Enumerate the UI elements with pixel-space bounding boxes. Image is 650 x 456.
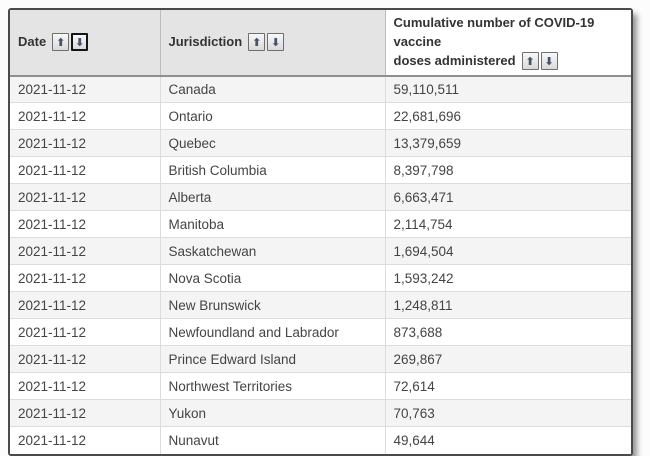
doses-sort-ascending-button[interactable]: ⬆ <box>521 52 539 71</box>
table-row: 2021-11-12 Nova Scotia 1,593,242 <box>10 264 631 293</box>
doses-cell: 72,614 <box>385 372 631 401</box>
table-row: 2021-11-12 Yukon 70,763 <box>10 399 631 428</box>
doses-cell: 269,867 <box>385 345 631 374</box>
date-cell: 2021-11-12 <box>10 156 161 185</box>
date-sort-controls: ⬆ ⬇ <box>52 33 89 52</box>
jurisdiction-cell: Prince Edward Island <box>160 345 386 374</box>
header-row: Date ⬆ ⬇ Jurisdiction ⬆ ⬇ Cumulative number … <box>10 10 631 77</box>
column-header-doses: Cumulative number of COVID-19 vaccine do… <box>385 10 631 77</box>
jurisdiction-cell: Nunavut <box>160 426 386 454</box>
arrow-down-icon: ⬇ <box>271 35 281 49</box>
doses-cell: 2,114,754 <box>385 210 631 239</box>
column-header-doses-label-line1: Cumulative number of COVID-19 vaccine <box>393 15 595 49</box>
covid-vaccine-doses-table-card: Date ⬆ ⬇ Jurisdiction ⬆ ⬇ Cumulative number … <box>8 8 633 456</box>
table-row: 2021-11-12 Northwest Territories 72,614 <box>10 372 631 401</box>
jurisdiction-cell: Nova Scotia <box>160 264 386 293</box>
arrow-down-icon: ⬇ <box>544 54 554 68</box>
date-cell: 2021-11-12 <box>10 264 161 293</box>
date-cell: 2021-11-12 <box>10 318 161 347</box>
covid-vaccine-doses-table: Date ⬆ ⬇ Jurisdiction ⬆ ⬇ Cumulative number … <box>10 10 631 454</box>
date-cell: 2021-11-12 <box>10 291 161 320</box>
table-row: 2021-11-12 New Brunswick 1,248,811 <box>10 291 631 320</box>
doses-cell: 1,593,242 <box>385 264 631 293</box>
doses-sort-controls: ⬆ ⬇ <box>521 52 558 71</box>
jurisdiction-cell: Saskatchewan <box>160 237 386 266</box>
table-row: 2021-11-12 Prince Edward Island 269,867 <box>10 345 631 374</box>
jurisdiction-sort-ascending-button[interactable]: ⬆ <box>248 33 266 52</box>
arrow-up-icon: ⬆ <box>56 35 66 49</box>
table-row: 2021-11-12 Canada 59,110,511 <box>10 75 631 104</box>
doses-cell: 1,694,504 <box>385 237 631 266</box>
doses-cell: 13,379,659 <box>385 129 631 158</box>
jurisdiction-cell: Northwest Territories <box>160 372 386 401</box>
doses-sort-descending-button[interactable]: ⬇ <box>540 52 558 71</box>
date-sort-ascending-button[interactable]: ⬆ <box>52 33 70 52</box>
table-row: 2021-11-12 Nunavut 49,644 <box>10 426 631 454</box>
date-cell: 2021-11-12 <box>10 129 161 158</box>
jurisdiction-cell: Alberta <box>160 183 386 212</box>
date-cell: 2021-11-12 <box>10 210 161 239</box>
table-row: 2021-11-12 Manitoba 2,114,754 <box>10 210 631 239</box>
table-row: 2021-11-12 Quebec 13,379,659 <box>10 129 631 158</box>
doses-cell: 59,110,511 <box>385 75 631 104</box>
jurisdiction-cell: New Brunswick <box>160 291 386 320</box>
jurisdiction-cell: Ontario <box>160 102 386 131</box>
table-row: 2021-11-12 Alberta 6,663,471 <box>10 183 631 212</box>
jurisdiction-cell: Yukon <box>160 399 386 428</box>
doses-cell: 873,688 <box>385 318 631 347</box>
jurisdiction-cell: Canada <box>160 75 386 104</box>
doses-cell: 22,681,696 <box>385 102 631 131</box>
column-header-jurisdiction-label: Jurisdiction <box>168 33 243 49</box>
jurisdiction-cell: British Columbia <box>160 156 386 185</box>
table-row: 2021-11-12 Saskatchewan 1,694,504 <box>10 237 631 266</box>
column-header-doses-label-line2: doses administered <box>393 52 516 68</box>
jurisdiction-cell: Quebec <box>160 129 386 158</box>
date-cell: 2021-11-12 <box>10 183 161 212</box>
jurisdiction-sort-descending-button[interactable]: ⬇ <box>267 33 285 52</box>
doses-cell: 6,663,471 <box>385 183 631 212</box>
doses-cell: 49,644 <box>393 432 435 448</box>
jurisdiction-cell: Newfoundland and Labrador <box>160 318 386 347</box>
date-sort-descending-button[interactable]: ⬇ <box>71 33 89 52</box>
table-row: 2021-11-12 Newfoundland and Labrador 873,6… <box>10 318 631 347</box>
date-cell: 2021-11-12 <box>10 426 161 454</box>
table-row: 2021-11-12 British Columbia 8,397,798 <box>10 156 631 185</box>
date-cell: 2021-11-12 <box>10 372 161 401</box>
doses-cell: 70,763 <box>385 399 631 428</box>
arrow-down-icon: ⬇ <box>75 35 85 49</box>
column-header-date: Date ⬆ ⬇ <box>10 10 161 77</box>
arrow-up-icon: ⬆ <box>525 54 535 68</box>
jurisdiction-cell: Manitoba <box>160 210 386 239</box>
jurisdiction-sort-controls: ⬆ ⬇ <box>248 33 285 52</box>
date-cell: 2021-11-12 <box>10 237 161 266</box>
date-cell: 2021-11-12 <box>10 102 161 131</box>
table-row: 2021-11-12 Ontario 22,681,696 <box>10 102 631 131</box>
arrow-up-icon: ⬆ <box>252 35 262 49</box>
column-header-jurisdiction: Jurisdiction ⬆ ⬇ <box>160 10 386 77</box>
column-header-date-label: Date <box>18 33 47 49</box>
doses-cell: 8,397,798 <box>385 156 631 185</box>
date-cell: 2021-11-12 <box>10 75 161 104</box>
doses-cell: 1,248,811 <box>385 291 631 320</box>
date-cell: 2021-11-12 <box>10 345 161 374</box>
date-cell: 2021-11-12 <box>10 399 161 428</box>
